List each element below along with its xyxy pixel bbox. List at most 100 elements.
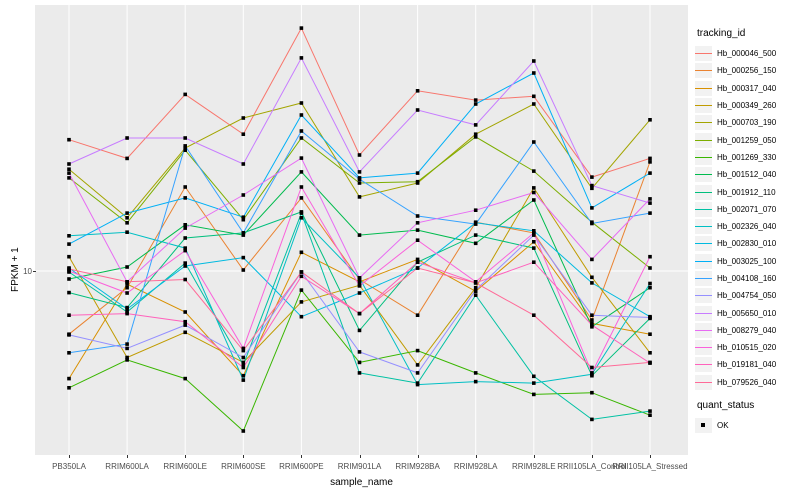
data-point — [473, 288, 478, 292]
data-point — [648, 315, 652, 320]
legend-item-label: Hb_001269_330 — [717, 152, 777, 162]
data-point — [473, 233, 478, 237]
legend-key-swatch — [695, 305, 712, 321]
legend-item-Hb_079526_040: Hb_079526_040 — [695, 374, 800, 391]
legend-item-Hb_000046_500: Hb_000046_500 — [695, 45, 800, 62]
plot-panel — [35, 5, 688, 455]
data-point — [590, 275, 594, 280]
data-point — [241, 355, 246, 360]
data-point — [357, 170, 362, 174]
data-point — [532, 190, 536, 195]
data-point — [532, 246, 536, 250]
data-point — [67, 290, 71, 295]
x-tick-label-RRIM600PE: RRIM600PE — [279, 462, 324, 471]
legend-key-swatch — [695, 98, 712, 114]
data-point — [67, 234, 71, 238]
data-point — [648, 197, 652, 201]
x-tick-mark — [127, 455, 129, 458]
data-point — [532, 381, 536, 385]
legend-item-Hb_002830_010: Hb_002830_010 — [695, 235, 800, 252]
legend-item-label: Hb_000703_190 — [717, 118, 777, 128]
data-point — [532, 374, 536, 379]
data-point — [473, 123, 478, 127]
data-point — [590, 371, 594, 375]
legend-key-swatch — [695, 167, 712, 183]
x-tick-label-RRIM928LE: RRIM928LE — [512, 462, 556, 471]
legend-item-label: Hb_019181_040 — [717, 360, 777, 370]
x-tick-mark — [475, 455, 477, 458]
data-point — [299, 216, 304, 220]
data-point — [415, 179, 420, 184]
legend-key-swatch — [695, 357, 712, 373]
legend-key-swatch — [695, 46, 712, 62]
x-tick-label-RRIM928BA: RRIM928BA — [395, 462, 440, 471]
data-point — [415, 238, 420, 242]
data-point — [183, 330, 187, 335]
legend-key-swatch — [695, 322, 712, 338]
data-point — [532, 59, 536, 63]
legend-item-quant-OK: OK — [695, 417, 800, 434]
data-point — [241, 231, 246, 235]
legend-item-label: Hb_005650_010 — [717, 308, 777, 318]
data-point — [241, 365, 246, 370]
data-point — [357, 311, 362, 316]
legend-item-Hb_001269_330: Hb_001269_330 — [695, 149, 800, 166]
data-point — [67, 313, 71, 317]
data-point — [125, 265, 129, 269]
data-point — [357, 280, 362, 284]
data-point — [532, 313, 536, 317]
legend-item-label: Hb_002830_010 — [717, 239, 777, 249]
data-point — [125, 285, 129, 290]
legend-item-Hb_019181_040: Hb_019181_040 — [695, 356, 800, 373]
data-point — [648, 360, 652, 365]
data-point — [299, 170, 304, 174]
data-point — [532, 233, 536, 237]
data-point — [532, 71, 536, 75]
data-point — [125, 280, 129, 284]
legend-item-Hb_000317_040: Hb_000317_040 — [695, 80, 800, 97]
data-point — [415, 221, 420, 225]
legend-item-Hb_000703_190: Hb_000703_190 — [695, 114, 800, 131]
data-point — [415, 108, 420, 112]
data-point — [590, 390, 594, 395]
data-point — [357, 371, 362, 375]
data-point — [67, 269, 71, 273]
data-point — [357, 284, 362, 288]
data-point — [415, 363, 420, 367]
data-point — [67, 277, 71, 281]
legend-key-line — [695, 174, 712, 176]
data-point — [183, 264, 187, 268]
data-point — [241, 373, 246, 378]
data-point — [357, 276, 362, 280]
x-tick-label-RRII105LA_Control: RRII105LA_Control — [557, 462, 627, 471]
data-point — [473, 379, 478, 384]
legend-key-line — [695, 243, 712, 245]
data-point — [473, 102, 478, 106]
data-point — [532, 260, 536, 264]
legend-item-label: Hb_000256_150 — [717, 66, 777, 76]
data-point — [590, 206, 594, 210]
data-point — [125, 346, 129, 351]
data-point — [590, 281, 594, 285]
data-point — [299, 270, 304, 274]
legend-item-label: Hb_001912_110 — [717, 187, 776, 197]
legend-item-label: Hb_001259_050 — [717, 135, 777, 145]
data-point — [648, 285, 652, 290]
legend-key-line — [695, 312, 712, 314]
data-point — [241, 268, 246, 272]
legend-item-Hb_000256_150: Hb_000256_150 — [695, 62, 800, 79]
y-tick-mark — [33, 271, 36, 272]
data-point — [241, 193, 246, 197]
data-point — [532, 231, 536, 235]
data-point — [125, 282, 129, 286]
x-tick-mark — [359, 455, 361, 458]
data-point — [125, 216, 129, 220]
data-point — [299, 288, 304, 292]
data-point — [67, 254, 71, 259]
data-point — [299, 196, 304, 200]
data-point — [183, 319, 187, 324]
data-point — [590, 417, 594, 422]
legend-item-Hb_001512_040: Hb_001512_040 — [695, 166, 800, 183]
data-point — [473, 132, 478, 136]
data-point — [299, 101, 304, 105]
